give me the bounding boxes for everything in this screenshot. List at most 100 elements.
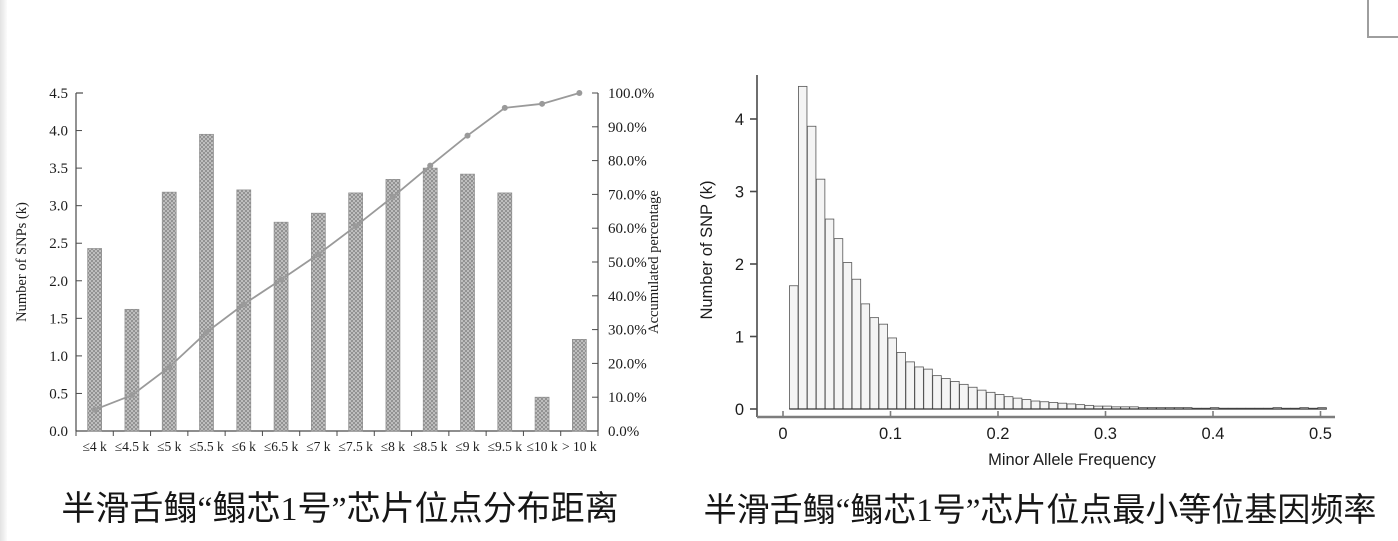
histogram-bar <box>1003 396 1014 410</box>
histogram-bar <box>1048 402 1059 410</box>
bar <box>161 191 177 432</box>
histogram-bar <box>923 368 933 410</box>
svg-text:100.0%: 100.0% <box>608 86 654 102</box>
svg-text:0.3: 0.3 <box>1094 425 1117 443</box>
y-axis-left-ticks: 0.0 0.5 1.0 1.5 2.0 2.5 3.0 3.5 4.0 4.5 <box>49 86 82 440</box>
svg-text:4.0: 4.0 <box>49 124 68 140</box>
svg-text:0.5: 0.5 <box>49 386 68 402</box>
snp-distance-caption: 半滑舌鳎“鳎芯1号”芯片位点分布距离 <box>61 491 619 528</box>
window-corner-decoration <box>1367 0 1398 38</box>
histogram-bar <box>1021 399 1032 410</box>
svg-text:0.0: 0.0 <box>49 424 68 440</box>
svg-text:30.0%: 30.0% <box>608 323 647 339</box>
svg-text:≤7 k: ≤7 k <box>306 439 331 454</box>
histogram-bar <box>941 378 951 410</box>
axes <box>75 92 599 432</box>
histogram-bar <box>1057 402 1068 410</box>
right-y-axis-title: Accumulated percentage <box>646 190 662 334</box>
line-marker <box>315 251 322 258</box>
svg-text:≤6 k: ≤6 k <box>232 439 257 454</box>
histogram-bar <box>851 278 862 410</box>
svg-text:80.0%: 80.0% <box>608 154 647 170</box>
bar <box>236 189 252 432</box>
histogram-bar <box>869 317 879 410</box>
svg-text:50.0%: 50.0% <box>608 255 647 271</box>
svg-text:1.0: 1.0 <box>49 349 68 365</box>
maf-histogram-figure: 0 1 2 3 4 0 0.1 0.2 0.3 0.4 0.5 Number of SNP (k) Mi… <box>690 45 1390 531</box>
svg-text:2.5: 2.5 <box>49 236 68 252</box>
snp-bars <box>87 133 587 432</box>
svg-text:0.2: 0.2 <box>987 425 1010 443</box>
svg-text:70.0%: 70.0% <box>608 187 647 203</box>
bar <box>124 308 140 432</box>
svg-text:2: 2 <box>735 256 744 274</box>
svg-text:≤6.5 k: ≤6.5 k <box>264 439 299 454</box>
x-axis-ticks <box>75 431 599 436</box>
histogram-bar <box>950 381 960 410</box>
svg-text:3: 3 <box>735 184 744 202</box>
histogram-bar <box>1030 400 1041 410</box>
bar <box>460 173 475 432</box>
svg-text:0: 0 <box>778 425 787 443</box>
svg-text:≤4.5 k: ≤4.5 k <box>115 439 150 454</box>
histogram-bar <box>977 389 987 410</box>
svg-text:≤10 k: ≤10 k <box>527 439 558 454</box>
cumulative-line <box>91 90 583 413</box>
histogram-bar <box>995 394 1005 410</box>
svg-text:4.5: 4.5 <box>49 86 68 102</box>
svg-text:≤7.5 k: ≤7.5 k <box>338 439 373 454</box>
histogram-bar <box>789 285 799 410</box>
svg-text:≤5 k: ≤5 k <box>157 439 182 454</box>
svg-text:0.4: 0.4 <box>1202 425 1225 443</box>
svg-text:0.0%: 0.0% <box>608 424 639 440</box>
axes <box>756 75 1335 419</box>
histogram-bar <box>959 383 969 410</box>
line-marker <box>166 364 173 371</box>
histogram-bar <box>914 366 924 410</box>
line-marker <box>91 406 98 413</box>
snp-distance-pareto-chart: 0.0 0.5 1.0 1.5 2.0 2.5 3.0 3.5 4.0 4.5 0.0% 10.0% 2… <box>14 86 662 454</box>
svg-text:≤5.5 k: ≤5.5 k <box>189 439 224 454</box>
line-marker <box>203 329 210 336</box>
histogram-bar <box>968 386 978 410</box>
svg-text:≤9 k: ≤9 k <box>455 439 480 454</box>
line-marker <box>389 193 396 200</box>
histogram-bar <box>860 303 871 410</box>
svg-text:0.5: 0.5 <box>1309 425 1332 443</box>
y-axis-title: Number of SNP (k) <box>698 180 716 319</box>
histogram-bars <box>789 85 1327 410</box>
histogram-bar <box>896 352 906 410</box>
histogram-bar <box>824 218 835 410</box>
histogram-bar <box>815 178 826 410</box>
svg-text:> 10 k: > 10 k <box>562 439 597 454</box>
left-y-axis-title: Number of SNPs (k) <box>14 202 30 322</box>
svg-text:10.0%: 10.0% <box>608 390 647 406</box>
svg-text:≤4 k: ≤4 k <box>82 439 107 454</box>
line-marker <box>278 276 285 283</box>
svg-text:3.5: 3.5 <box>49 161 68 177</box>
left-edge-strip <box>0 0 7 541</box>
line-marker <box>464 132 471 139</box>
svg-text:1.5: 1.5 <box>49 311 68 327</box>
bar <box>497 192 513 432</box>
x-axis-labels: ≤4 k ≤4.5 k ≤5 k ≤5.5 k ≤6 k ≤6.5 k ≤7 k ≤7.5 k… <box>82 439 596 454</box>
x-axis-ticks: 0 0.1 0.2 0.3 0.4 0.5 <box>778 411 1332 443</box>
histogram-bar <box>887 337 897 410</box>
maf-histogram-chart: 0 1 2 3 4 0 0.1 0.2 0.3 0.4 0.5 Number of SNP (k) Mi… <box>698 75 1335 469</box>
bar <box>87 248 102 432</box>
svg-text:≤8.5 k: ≤8.5 k <box>413 439 448 454</box>
histogram-bar <box>986 391 996 410</box>
line-marker <box>539 100 546 107</box>
histogram-bar <box>798 85 808 410</box>
bar <box>534 396 550 432</box>
bar <box>572 339 587 432</box>
x-axis-title: Minor Allele Frequency <box>988 451 1157 469</box>
svg-text:90.0%: 90.0% <box>608 120 647 136</box>
histogram-bar <box>1075 404 1085 410</box>
bar <box>385 179 401 432</box>
histogram-bar <box>806 125 817 410</box>
bar <box>273 221 289 432</box>
line-marker <box>240 301 247 308</box>
bar <box>199 133 214 432</box>
y-axis-right-ticks: 0.0% 10.0% 20.0% 30.0% 40.0% 50.0% 60.0% 70.0% 8… <box>592 86 654 440</box>
